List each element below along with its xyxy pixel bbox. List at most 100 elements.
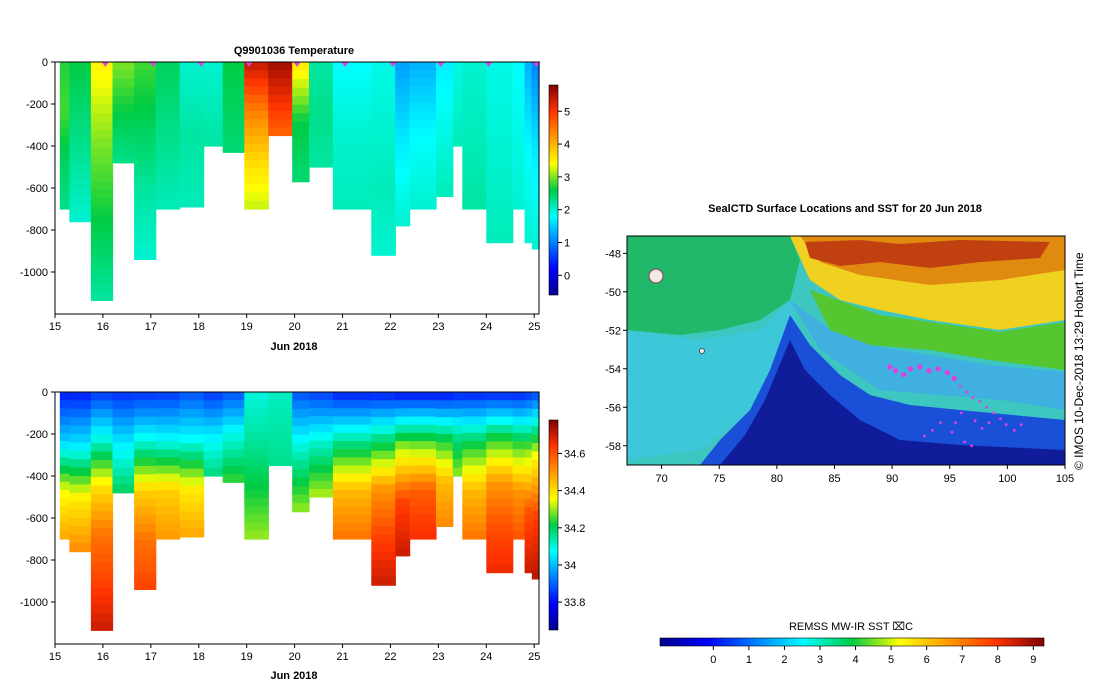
- x-tick-label: 20: [288, 321, 300, 333]
- profile-cell: [155, 416, 181, 426]
- map-lat-axis: -48 -50 -52 -54 -56 -58: [605, 248, 627, 453]
- profile-cell: [155, 160, 181, 169]
- profile-cell: [134, 400, 157, 409]
- profile-cell: [309, 62, 334, 71]
- profile-cell: [531, 536, 540, 546]
- profile-cell: [462, 481, 487, 491]
- profile-cell: [531, 79, 540, 89]
- profile-cell: [155, 392, 181, 401]
- profile-cell: [59, 498, 70, 507]
- profile-cell: [134, 70, 157, 79]
- profile-cell: [134, 523, 157, 533]
- profile-column: [436, 392, 454, 527]
- profile-cell: [395, 449, 411, 459]
- profile-cell: [332, 498, 372, 507]
- track-point: [980, 427, 984, 430]
- profile-cell: [332, 514, 372, 524]
- profile-cell: [462, 449, 487, 458]
- profile-cell: [179, 426, 205, 436]
- profile-cell: [409, 102, 437, 112]
- profile-cell: [531, 138, 540, 148]
- profile-cell: [409, 119, 437, 128]
- profile-cell: [69, 188, 92, 197]
- track-point: [971, 396, 975, 399]
- profile-cell: [462, 416, 487, 426]
- profile-cell: [371, 196, 396, 206]
- profile-cell: [531, 189, 540, 199]
- track-point: [944, 370, 951, 376]
- profile-cell: [452, 112, 463, 122]
- profile-cell: [112, 112, 135, 122]
- profile-cell: [452, 450, 463, 460]
- profile-cell: [512, 449, 526, 458]
- profile-cell: [512, 200, 526, 210]
- profile-cell: [371, 230, 396, 239]
- profile-cell: [155, 530, 181, 540]
- profile-cell: [512, 62, 526, 71]
- track-point: [970, 444, 973, 448]
- profile-cell: [90, 613, 114, 623]
- profile-cell: [90, 79, 114, 89]
- profile-cell: [90, 215, 114, 225]
- profile-cell: [409, 490, 437, 499]
- profile-cell: [179, 189, 205, 199]
- profile-cell: [59, 200, 70, 210]
- profile-cell: [268, 449, 293, 458]
- profile-cell: [292, 156, 310, 166]
- profile-cell: [524, 226, 533, 235]
- profile-cell: [452, 104, 463, 113]
- profile-cell: [332, 168, 372, 177]
- profile-cell: [531, 417, 540, 427]
- profile-cell: [292, 494, 310, 504]
- profile-cell: [69, 459, 92, 469]
- profile-cell: [395, 514, 411, 524]
- profile-cell: [395, 127, 411, 137]
- profile-cell: [462, 62, 487, 71]
- track-point: [987, 421, 991, 425]
- profile-cell: [409, 200, 437, 210]
- profile-cell: [59, 449, 70, 458]
- profile-cell: [59, 473, 70, 483]
- profile-column: [59, 62, 70, 210]
- track-point: [901, 372, 907, 378]
- profile-cell: [112, 87, 135, 97]
- profile-cell: [531, 121, 540, 131]
- profile-column: [90, 392, 114, 631]
- sst-colorbar-tick-label: 2: [781, 654, 787, 666]
- profile-cell: [268, 111, 293, 120]
- profile-cell: [268, 102, 293, 112]
- profile-cell: [134, 482, 157, 492]
- y-tick-label: -600: [26, 513, 48, 525]
- profile-cell: [244, 530, 269, 540]
- profile-cell: [409, 514, 437, 524]
- profile-cell: [112, 70, 135, 80]
- y-tick-label: 0: [42, 387, 48, 399]
- profile-cell: [90, 451, 114, 461]
- profile-cell: [436, 162, 454, 172]
- profile-cell: [486, 218, 514, 227]
- profile-cell: [531, 392, 540, 402]
- profile-cell: [436, 112, 454, 122]
- profile-cell: [90, 181, 114, 191]
- profile-column: [222, 392, 245, 483]
- profile-cell: [59, 408, 70, 418]
- profile-cell: [244, 70, 269, 79]
- profile-cell: [462, 111, 487, 120]
- profile-cell: [179, 460, 205, 470]
- temperature-y-axis: 0 -200 -400 -600 -800 -1000: [20, 57, 55, 279]
- profile-cell: [90, 155, 114, 165]
- profile-cell: [512, 176, 526, 186]
- salinity-colorbar-ticks: 33.8 34 34.2 34.4 34.6: [558, 448, 585, 609]
- profile-cell: [486, 160, 514, 170]
- profile-cell: [436, 400, 454, 410]
- colorbar-tick-label: 2: [564, 205, 570, 217]
- profile-cell: [462, 408, 487, 418]
- profile-cell: [90, 485, 114, 495]
- profile-cell: [486, 449, 514, 459]
- profile-cell: [69, 154, 92, 164]
- profile-cell: [179, 198, 205, 208]
- profile-cell: [222, 62, 245, 71]
- profile-cell: [90, 249, 114, 259]
- profile-cell: [486, 548, 514, 557]
- profile-cell: [371, 492, 396, 502]
